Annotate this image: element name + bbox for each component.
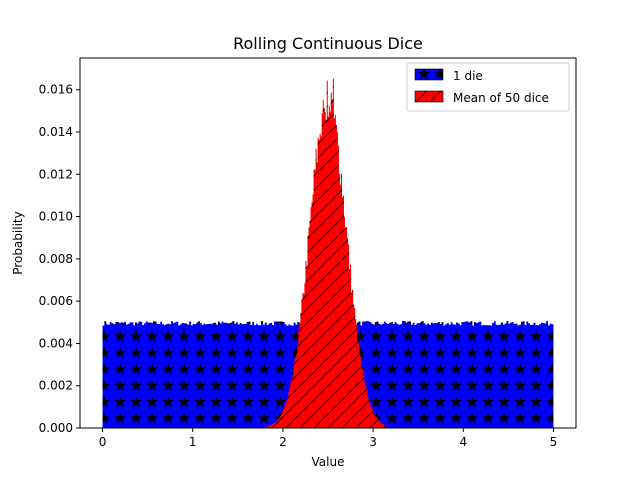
legend-label-1-die: 1 die	[453, 69, 483, 83]
legend-swatch-1-die-hatch	[415, 69, 443, 80]
y-tick-label: 0.004	[39, 336, 73, 350]
plot-area	[102, 78, 554, 428]
x-tick-label: 5	[550, 435, 558, 449]
chart-title: Rolling Continuous Dice	[233, 34, 423, 53]
y-tick-label: 0.016	[39, 83, 73, 97]
x-tick-label: 1	[189, 435, 197, 449]
series-mean-of-50-dice	[264, 78, 387, 428]
legend-swatch-mean-hatch	[415, 91, 443, 102]
x-tick-label: 4	[459, 435, 467, 449]
x-tick-label: 0	[99, 435, 107, 449]
y-axis-ticks: 0.000 0.002 0.004 0.006 0.008 0.010 0.012 0.014…	[39, 83, 80, 435]
x-tick-label: 3	[369, 435, 377, 449]
y-tick-label: 0.008	[39, 252, 73, 266]
histogram-mean-of-50-dice-hatch	[264, 78, 387, 428]
y-tick-label: 0.010	[39, 210, 73, 224]
y-tick-label: 0.014	[39, 125, 73, 139]
y-tick-label: 0.002	[39, 379, 73, 393]
legend-label-mean: Mean of 50 dice	[453, 91, 549, 105]
y-axis-label: Probability	[11, 211, 25, 274]
plot-frame	[79, 57, 577, 429]
legend-box	[406, 62, 570, 112]
y-tick-label: 0.000	[39, 421, 73, 435]
x-axis-label: Value	[312, 455, 345, 469]
x-axis-ticks: 0 1 2 3 4 5	[99, 428, 558, 449]
x-tick-label: 2	[279, 435, 287, 449]
legend: 1 die Mean of 50 dice	[406, 62, 570, 112]
y-tick-label: 0.012	[39, 167, 73, 181]
y-tick-label: 0.006	[39, 294, 73, 308]
